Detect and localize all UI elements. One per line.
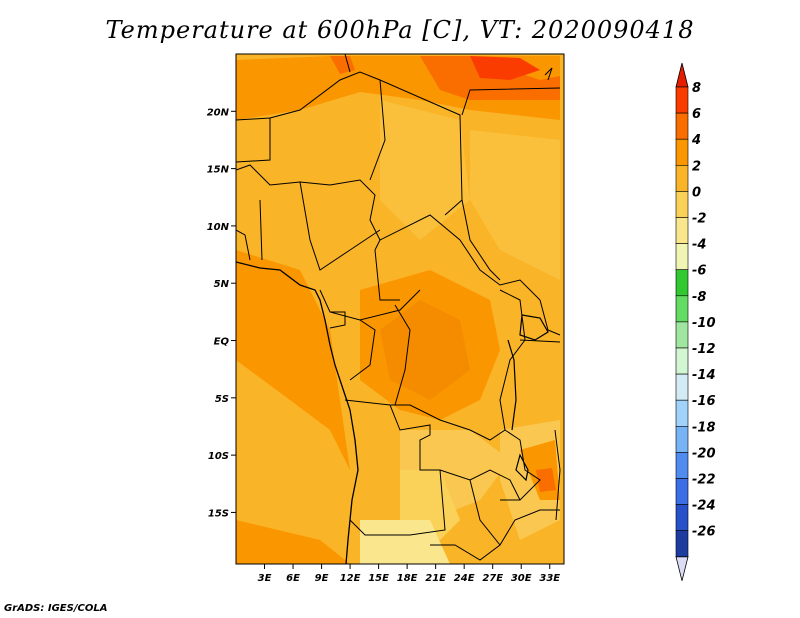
colorbar-swatch [675, 165, 689, 192]
colorbar-level-label: 6 [692, 107, 701, 122]
colorbar-swatch [675, 269, 689, 297]
colorbar-swatch [675, 86, 689, 114]
lat-tick-label: 5S [215, 394, 229, 405]
lat-tick-label: 20N [207, 107, 230, 118]
lon-tick-label: 18E [397, 573, 418, 584]
colorbar-swatch [675, 138, 689, 166]
colorbar-level-label: 8 [692, 81, 701, 96]
lat-tick-label: 5N [214, 279, 230, 290]
colorbar-level-label: -2 [692, 212, 706, 227]
colorbar-level-label: -8 [692, 290, 706, 305]
colorbar-swatch [675, 478, 689, 505]
lon-tick-label: 9E [315, 573, 329, 584]
colorbar-swatch [675, 112, 689, 140]
colorbar-swatch [675, 243, 689, 271]
colorbar-level-label: -16 [692, 394, 716, 409]
lon-tick-label: 12E [340, 573, 361, 584]
colorbar-level-label: -20 [692, 446, 716, 461]
colorbar-level-label: -10 [692, 316, 716, 331]
colorbar-level-label: 2 [692, 159, 701, 174]
colorbar-level-label: -14 [692, 368, 716, 383]
colorbar-level-label: -24 [692, 499, 716, 514]
lon-tick-label: 27E [482, 573, 503, 584]
lat-tick-label: EQ [214, 337, 230, 348]
colorbar-top-cap [675, 62, 689, 88]
colorbar-level-label: 4 [691, 133, 701, 148]
lat-tick-label: 15N [207, 165, 230, 176]
colorbar: 8 6 4 2 0 -2 -4 -6 -8 -10 -12 -14 -16 -18 -20 -22 -24 -26 [675, 62, 716, 581]
colorbar-level-label: -12 [692, 342, 716, 357]
lon-tick-label: 33E [539, 573, 560, 584]
colorbar-swatch [675, 399, 689, 427]
lat-tick-label: 10N [207, 222, 230, 233]
latitude-axis: 20N 15N 10N 5N EQ 5S 10S 15S [207, 107, 236, 519]
lon-tick-label: 6E [286, 573, 300, 584]
colorbar-swatch [675, 295, 689, 323]
colorbar-level-label: -18 [692, 420, 716, 435]
lon-tick-label: 30E [511, 573, 532, 584]
lon-tick-label: 21E [425, 573, 446, 584]
map-frame [235, 53, 565, 565]
lat-tick-label: 15S [208, 508, 229, 519]
colorbar-level-label: -26 [692, 525, 716, 540]
lat-tick-label: 10S [208, 451, 229, 462]
colorbar-swatch [675, 321, 689, 349]
colorbar-swatch [675, 373, 689, 401]
colorbar-level-label: -4 [692, 238, 706, 253]
lon-tick-label: 15E [368, 573, 389, 584]
colorbar-level-label: 0 [692, 185, 701, 200]
colorbar-level-label: -22 [692, 473, 716, 488]
temperature-field [236, 54, 564, 564]
colorbar-swatch [675, 425, 689, 453]
colorbar-swatch [675, 452, 689, 479]
political-boundaries [236, 54, 561, 564]
colorbar-swatch [675, 191, 689, 218]
colorbar-swatch [675, 530, 689, 558]
longitude-axis: 3E 6E 9E 12E 15E 18E 21E 24E 27E 30E 33E [258, 564, 560, 584]
map-title: Temperature at 600hPa [C], VT: 202009041… [105, 16, 695, 44]
lon-tick-label: 3E [258, 573, 272, 584]
colorbar-swatch [675, 217, 689, 244]
lon-tick-label: 24E [454, 573, 475, 584]
colorbar-level-label: -6 [692, 264, 706, 279]
colorbar-swatch [675, 504, 689, 532]
colorbar-swatch [675, 347, 689, 375]
credit-label: GrADS: IGES/COLA [4, 603, 108, 614]
colorbar-bottom-cap [675, 556, 689, 581]
